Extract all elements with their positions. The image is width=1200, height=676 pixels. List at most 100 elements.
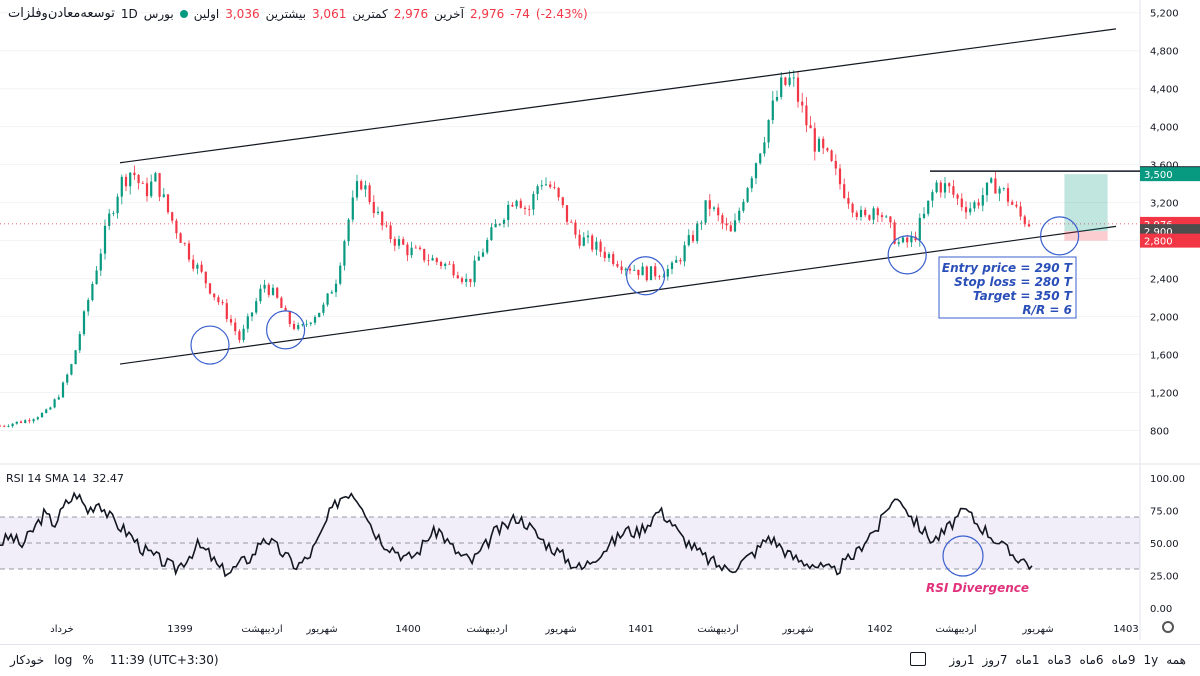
candle-body: [498, 223, 501, 225]
candle-body: [754, 163, 758, 179]
candle-body: [183, 242, 186, 244]
candle-body: [796, 77, 800, 102]
calendar-icon[interactable]: [910, 652, 926, 666]
symbol-name[interactable]: توسعه‌معادن‌وفلزات: [8, 6, 115, 21]
price-tick-label: 4,800: [1150, 47, 1179, 58]
tf-1m[interactable]: 1ماه: [1015, 653, 1040, 667]
tf-all[interactable]: همه: [1166, 653, 1186, 667]
candle-body: [444, 263, 447, 266]
tf-7d[interactable]: 7روز: [982, 653, 1008, 667]
candle-body: [78, 334, 81, 351]
exchange-label: بورس: [143, 6, 174, 21]
candle-body: [45, 409, 48, 413]
touch-circle: [625, 256, 666, 296]
rsi-tick-label: 25.00: [1150, 572, 1179, 583]
candle-body: [725, 223, 728, 226]
price-tick-label: 1,600: [1150, 351, 1179, 362]
candle-body: [830, 150, 833, 161]
trade-info-box: [938, 256, 1077, 319]
time-tick-label: اردیبهشت: [466, 624, 507, 635]
candle-body: [288, 311, 291, 324]
candle-body: [129, 172, 132, 187]
tf-3m[interactable]: 3ماه: [1047, 653, 1072, 667]
candle-body: [24, 420, 27, 423]
clock-readout[interactable]: 11:39 (UTC+3:30): [110, 653, 219, 667]
candle-body: [112, 213, 115, 214]
tf-9m[interactable]: 9ماه: [1111, 653, 1136, 667]
candle-body: [452, 264, 455, 276]
candle-body: [427, 260, 430, 262]
trade-info-line: R/R = 6: [1022, 303, 1072, 317]
candle-body: [192, 259, 195, 269]
candle-body: [502, 219, 506, 224]
rsi-name[interactable]: RSI 14 SMA 14: [6, 472, 87, 485]
trade-info-line: Entry price = 290 T: [942, 261, 1073, 275]
candle-body: [116, 196, 119, 214]
candle-body: [179, 233, 182, 243]
candle-body: [557, 187, 560, 198]
candle-body: [82, 311, 86, 335]
candle-body: [229, 319, 233, 323]
candle-body: [418, 247, 422, 249]
candle-body: [469, 278, 472, 283]
candle-body: [960, 198, 963, 208]
candle-body: [561, 197, 564, 206]
rsi-header: RSI 14 SMA 14 32.47: [6, 472, 124, 485]
candle-body: [238, 331, 241, 340]
candle-body: [985, 182, 989, 196]
candle-body: [855, 212, 858, 217]
scale-toggles: خودکار log %: [10, 653, 94, 667]
toggle-log[interactable]: log: [54, 653, 73, 667]
symbol-header: توسعه‌معادن‌وفلزات 1D بورس اولین 3,036 ب…: [8, 6, 588, 21]
candle-body: [704, 200, 707, 223]
candle-body: [364, 185, 367, 190]
rsi-divergence-label: RSI Divergence: [926, 581, 1029, 595]
interval-label[interactable]: 1D: [120, 6, 138, 21]
candle-body: [1002, 188, 1005, 189]
candle-body: [36, 417, 39, 420]
candle-body: [137, 175, 140, 184]
candle-body: [998, 188, 1001, 194]
candle-body: [103, 225, 107, 254]
candle-body: [738, 210, 741, 221]
candle-body: [355, 181, 359, 198]
candle-body: [1006, 188, 1010, 202]
candle-body: [654, 266, 657, 277]
candle-body: [822, 138, 825, 149]
candle-body: [742, 201, 745, 211]
candle-body: [1011, 201, 1014, 205]
candle-body: [322, 304, 325, 313]
candle-body: [187, 243, 191, 260]
price-tick-label: 1,200: [1150, 389, 1179, 400]
settings-gear-icon[interactable]: [1162, 621, 1174, 633]
candle-body: [784, 77, 787, 85]
candle-body: [490, 227, 493, 240]
price-tick-label: 4,400: [1150, 85, 1179, 96]
tf-1y[interactable]: 1y: [1143, 653, 1159, 667]
candle-body: [40, 412, 44, 418]
candle-body: [809, 125, 812, 129]
candle-body: [297, 325, 300, 329]
candle-body: [162, 194, 165, 197]
candle-body: [507, 204, 510, 220]
tf-1d[interactable]: 1روز: [949, 653, 975, 667]
candle-body: [242, 328, 245, 340]
candle-body: [124, 176, 128, 187]
candle-body: [792, 77, 795, 79]
candle-body: [717, 207, 720, 216]
candle-body: [801, 101, 804, 106]
touch-circle: [190, 325, 230, 365]
price-tick-label: 3,200: [1150, 199, 1179, 210]
toggle-auto[interactable]: خودکار: [10, 653, 45, 667]
candle-body: [385, 225, 388, 227]
candle-body: [880, 215, 884, 218]
candle-body: [158, 173, 161, 197]
candle-body: [145, 183, 149, 197]
candle-body: [838, 168, 842, 185]
tf-6m[interactable]: 6ماه: [1079, 653, 1104, 667]
time-tick-label: 1400: [395, 624, 420, 635]
target-price-tag: 3,500: [1144, 170, 1173, 181]
toggle-percent[interactable]: %: [82, 653, 94, 667]
